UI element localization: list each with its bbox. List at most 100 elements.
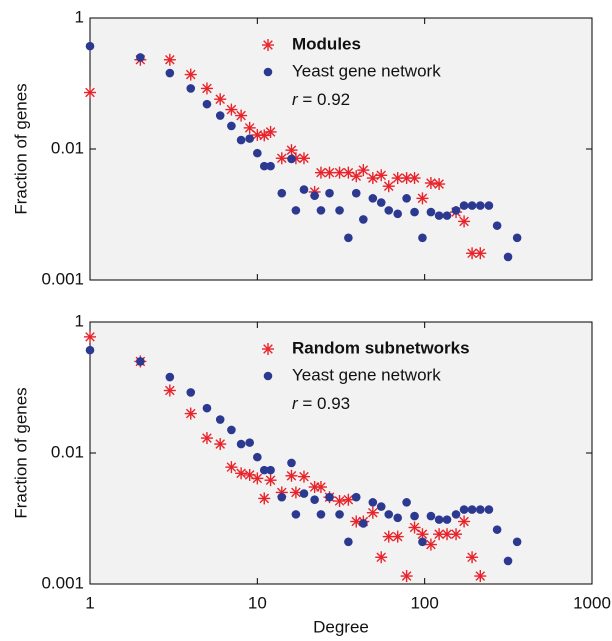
circle-point [376,198,386,207]
asterisk-point [262,39,274,51]
circle-point [310,495,319,505]
asterisk-point [416,192,429,205]
asterisk-stroke [291,487,301,498]
circle-point [426,511,436,521]
y-tick-label: 1 [75,7,84,26]
asterisk-stroke [417,529,428,539]
asterisk-point [466,551,479,564]
circle-point [351,492,361,502]
annotation: r = 0.92 [292,90,350,109]
asterisk-stroke [263,344,273,354]
asterisk-point [458,215,471,228]
circle-point [484,505,494,514]
asterisk-stroke [343,167,354,178]
asterisk-stroke [185,408,196,419]
circle-point [418,233,427,243]
circle-point [299,185,309,194]
asterisk-stroke [434,179,444,189]
asterisk-point [408,521,421,534]
circle-point [492,525,502,534]
y-tick-label: 0.001 [41,269,84,288]
circle-point [215,111,225,120]
asterisk-stroke [324,167,335,178]
asterisk-stroke [185,69,196,80]
circle-point [384,510,394,519]
legend-label: Yeast gene network [292,61,441,80]
asterisk-stroke [451,529,461,539]
circle-point [442,211,452,220]
asterisk-stroke [334,167,345,178]
asterisk-point [314,481,327,494]
y-tick-label: 0.001 [41,573,84,592]
circle-point [351,188,361,198]
asterisk-stroke [376,552,387,563]
x-tick-label: 100 [410,593,438,612]
legend-label: Random subnetworks [292,338,470,357]
asterisk-point [424,177,437,190]
asterisk-stroke [376,170,387,181]
asterisk-stroke [299,471,309,482]
asterisk-stroke [426,178,436,188]
circle-point [263,371,273,381]
asterisk-stroke [351,171,362,181]
asterisk-stroke [236,468,246,479]
asterisk-point [200,82,213,95]
asterisk-point [275,152,288,165]
circle-point [393,209,403,219]
asterisk-stroke [85,332,95,342]
asterisk-point [163,384,176,397]
asterisk-stroke [334,496,345,506]
circle-point [393,513,403,523]
asterisk-stroke [202,83,212,94]
asterisk-stroke [263,40,273,50]
asterisk-stroke [316,167,326,178]
circle-point [325,188,334,198]
asterisk-point [400,570,413,583]
asterisk-stroke [276,153,287,164]
circle-point [310,191,319,201]
circle-point [459,505,469,514]
circle-point [85,41,95,51]
circle-point [492,221,502,230]
circle-point [227,121,236,131]
circle-point [402,194,411,203]
asterisk-point [441,528,454,541]
asterisk-point [357,164,370,177]
asterisk-stroke [401,173,412,183]
asterisk-stroke [343,494,354,505]
asterisk-point [333,495,346,508]
x-tick-label: 10 [248,593,267,612]
circle-point [236,135,246,145]
asterisk-stroke [226,462,237,472]
asterisk-point [323,166,336,179]
asterisk-point [366,172,379,185]
circle-point [186,84,196,93]
asterisk-stroke [409,173,420,183]
asterisk-point [366,506,379,519]
circle-point [384,206,394,215]
asterisk-point [163,53,176,66]
asterisk-stroke [286,470,297,481]
asterisk-stroke [165,385,175,396]
asterisk-stroke [459,516,469,527]
circle-point [503,556,513,566]
asterisk-point [235,467,248,480]
asterisk-point [214,93,227,106]
asterisk-stroke [392,531,403,542]
asterisk-stroke [401,571,412,581]
asterisk-point [84,86,96,99]
circle-point [245,438,254,447]
circle-point [426,207,436,217]
asterisk-point [251,472,264,485]
asterisk-point [382,180,395,193]
asterisk-point [262,343,274,355]
asterisk-point [474,247,487,260]
asterisk-stroke [265,475,276,485]
circle-point [215,415,225,424]
asterisk-point [184,68,197,81]
y-axis-label: Fraction of genes [11,83,30,214]
circle-point [263,67,273,77]
asterisk-stroke [299,153,309,164]
circle-point [253,148,262,158]
